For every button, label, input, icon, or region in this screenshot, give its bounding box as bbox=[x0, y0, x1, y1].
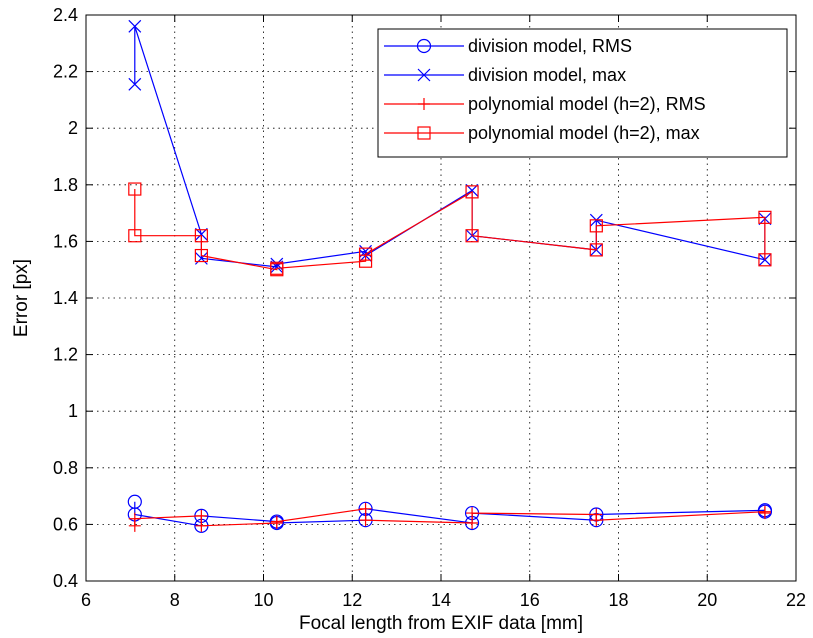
data-point bbox=[128, 19, 142, 33]
y-tick-label: 0.4 bbox=[53, 571, 78, 591]
data-point-shape bbox=[465, 229, 479, 243]
series-0 bbox=[127, 494, 773, 533]
legend-box bbox=[377, 28, 788, 158]
x-tick-label: 10 bbox=[253, 590, 273, 610]
legend-entry: division model, max bbox=[384, 65, 626, 85]
data-point bbox=[358, 247, 373, 261]
legend-marker-shape bbox=[417, 126, 431, 140]
data-point-shape bbox=[128, 77, 142, 91]
x-tick-label: 16 bbox=[520, 590, 540, 610]
legend-label: polynomial model (h=2), max bbox=[468, 123, 700, 143]
data-point bbox=[589, 243, 603, 257]
data-point bbox=[590, 514, 603, 527]
legend-marker bbox=[417, 126, 431, 140]
data-point-shape bbox=[358, 247, 373, 261]
data-point bbox=[589, 219, 603, 233]
data-point bbox=[270, 261, 284, 275]
y-tick-label: 2.4 bbox=[53, 5, 78, 25]
data-point-shape bbox=[359, 502, 372, 515]
series-line bbox=[134, 189, 766, 271]
plot-series bbox=[127, 19, 773, 533]
x-tick-label: 12 bbox=[342, 590, 362, 610]
legend-marker-shape bbox=[416, 38, 432, 54]
x-tick-label: 20 bbox=[697, 590, 717, 610]
y-tick-label: 1.6 bbox=[53, 231, 78, 251]
data-point bbox=[128, 77, 142, 91]
axis-ticks bbox=[85, 14, 797, 582]
y-tick-label: 1.4 bbox=[53, 288, 78, 308]
legend-marker-shape bbox=[417, 68, 431, 82]
data-point bbox=[359, 502, 372, 515]
legend-marker bbox=[417, 68, 431, 82]
data-point-shape bbox=[270, 515, 283, 528]
data-point-shape bbox=[589, 219, 603, 233]
data-point bbox=[195, 519, 208, 532]
data-point-shape bbox=[128, 512, 141, 525]
legend-entry: polynomial model (h=2), RMS bbox=[384, 94, 706, 114]
data-point-shape bbox=[465, 185, 479, 199]
x-axis-label: Focal length from EXIF data [mm] bbox=[299, 613, 583, 634]
data-point bbox=[758, 507, 771, 520]
data-point-shape bbox=[359, 514, 372, 527]
tick-labels: 6 8 10 12 14 16 18 20 22 0.4 0.6 0.8 1 1.2 1.4 1.6 1.8 2 2… bbox=[53, 5, 806, 610]
series-2 bbox=[128, 502, 771, 532]
x-tick-label: 22 bbox=[786, 590, 806, 610]
x-tick-label: 18 bbox=[608, 590, 628, 610]
x-tick-label: 6 bbox=[81, 590, 91, 610]
data-point bbox=[128, 182, 142, 196]
data-point bbox=[194, 248, 208, 263]
legend-entry: polynomial model (h=2), max bbox=[384, 123, 700, 143]
y-tick-label: 2.2 bbox=[53, 62, 78, 82]
series-3 bbox=[128, 182, 772, 277]
data-point bbox=[466, 507, 479, 520]
legend-marker-shape bbox=[418, 98, 430, 110]
data-point-shape bbox=[128, 229, 142, 243]
data-point bbox=[465, 229, 479, 243]
data-point-shape bbox=[590, 514, 603, 527]
legend-label: division model, RMS bbox=[468, 36, 632, 56]
data-point-shape bbox=[758, 210, 772, 224]
legend-label: division model, max bbox=[468, 65, 626, 85]
data-point-shape bbox=[758, 253, 772, 267]
data-point bbox=[358, 254, 373, 268]
data-point bbox=[270, 515, 283, 528]
data-point bbox=[758, 210, 772, 224]
x-tick-label: 14 bbox=[431, 590, 451, 610]
data-point bbox=[128, 229, 142, 243]
data-point-shape bbox=[194, 248, 208, 263]
y-axis-label: Error [px] bbox=[11, 259, 32, 337]
data-point bbox=[194, 251, 208, 265]
series-line bbox=[134, 508, 766, 527]
data-point-shape bbox=[128, 182, 142, 196]
data-point-shape bbox=[194, 251, 208, 265]
data-point bbox=[128, 512, 141, 525]
data-point-shape bbox=[358, 254, 373, 268]
legend: division model, RMS division model, max po… bbox=[377, 28, 788, 158]
data-point-shape bbox=[270, 261, 284, 275]
data-point bbox=[359, 514, 372, 527]
y-tick-label: 1.2 bbox=[53, 345, 78, 365]
x-tick-label: 8 bbox=[170, 590, 180, 610]
y-tick-label: 1.8 bbox=[53, 175, 78, 195]
legend-entry: division model, RMS bbox=[384, 36, 632, 56]
y-tick-label: 2 bbox=[68, 118, 78, 138]
legend-label: polynomial model (h=2), RMS bbox=[468, 94, 706, 114]
data-point-shape bbox=[466, 507, 479, 520]
legend-marker bbox=[416, 38, 432, 54]
y-tick-label: 1 bbox=[68, 401, 78, 421]
y-tick-label: 0.8 bbox=[53, 458, 78, 478]
y-tick-label: 0.6 bbox=[53, 514, 78, 534]
legend-marker bbox=[418, 98, 430, 110]
data-point bbox=[758, 253, 772, 267]
data-point bbox=[465, 185, 479, 199]
data-point-shape bbox=[195, 519, 208, 532]
data-point-shape bbox=[194, 229, 208, 243]
data-point-shape bbox=[758, 507, 771, 520]
data-point bbox=[194, 229, 208, 243]
data-point-shape bbox=[589, 243, 603, 257]
data-point-shape bbox=[128, 19, 142, 33]
